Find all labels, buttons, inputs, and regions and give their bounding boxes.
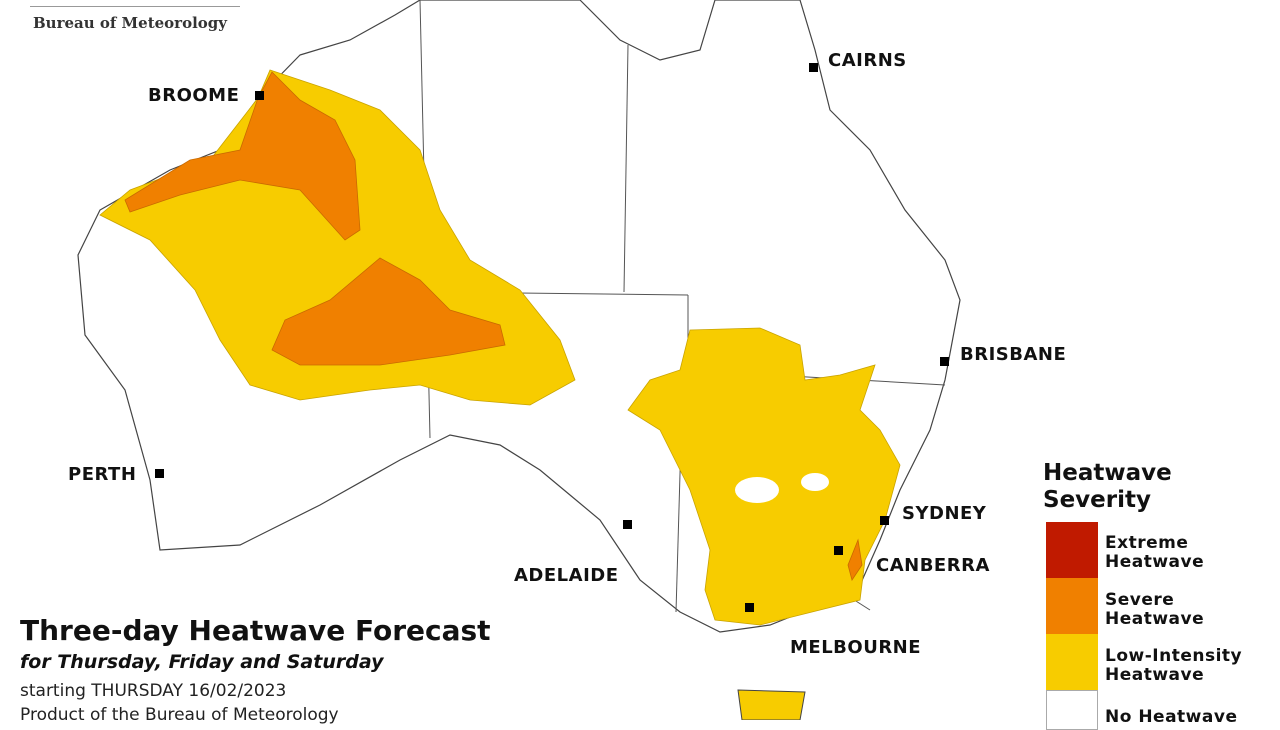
- severe-heatwave-areas: [124, 71, 863, 581]
- city-label-canberra: CANBERRA: [876, 555, 990, 576]
- product-credit: Product of the Bureau of Meteorology: [20, 705, 339, 725]
- header-divider: [30, 6, 240, 7]
- agency-name: Bureau of Meteorology: [33, 14, 227, 32]
- forecast-start: starting THURSDAY 16/02/2023: [20, 681, 287, 701]
- city-label-melbourne: MELBOURNE: [790, 637, 922, 658]
- city-label-sydney: SYDNEY: [902, 503, 987, 524]
- map-subtitle: for Thursday, Friday and Saturday: [20, 651, 384, 673]
- no-heatwave-holes: [735, 473, 829, 503]
- city-marker-broome: [255, 91, 264, 100]
- city-marker-melbourne: [745, 603, 754, 612]
- map-title: Three-day Heatwave Forecast: [20, 614, 491, 647]
- legend-swatch-severe: [1046, 578, 1098, 634]
- legend-label-low: Low-Intensity Heatwave: [1105, 646, 1243, 685]
- city-label-adelaide: ADELAIDE: [514, 565, 619, 586]
- legend-label-extreme: Extreme Heatwave: [1105, 533, 1205, 572]
- city-marker-canberra: [834, 546, 843, 555]
- city-marker-sydney: [880, 516, 889, 525]
- city-marker-brisbane: [940, 357, 949, 366]
- legend-swatch-low: [1046, 634, 1098, 690]
- legend-title-line1: Heatwave: [1043, 460, 1172, 486]
- city-label-cairns: CAIRNS: [828, 50, 907, 71]
- legend-label-severe: Severe Heatwave: [1105, 590, 1205, 629]
- city-label-perth: PERTH: [68, 464, 137, 485]
- city-marker-adelaide: [623, 520, 632, 529]
- legend-label-none: No Heatwave: [1105, 707, 1238, 727]
- legend-title: Heatwave Severity: [1043, 460, 1172, 514]
- city-marker-perth: [155, 469, 164, 478]
- city-marker-cairns: [809, 63, 818, 72]
- city-label-brisbane: BRISBANE: [960, 344, 1067, 365]
- tasmania: [737, 689, 806, 720]
- city-label-broome: BROOME: [148, 85, 240, 106]
- legend-swatch-none: [1046, 690, 1098, 730]
- legend-swatch-extreme: [1046, 522, 1098, 578]
- legend-title-line2: Severity: [1043, 487, 1151, 513]
